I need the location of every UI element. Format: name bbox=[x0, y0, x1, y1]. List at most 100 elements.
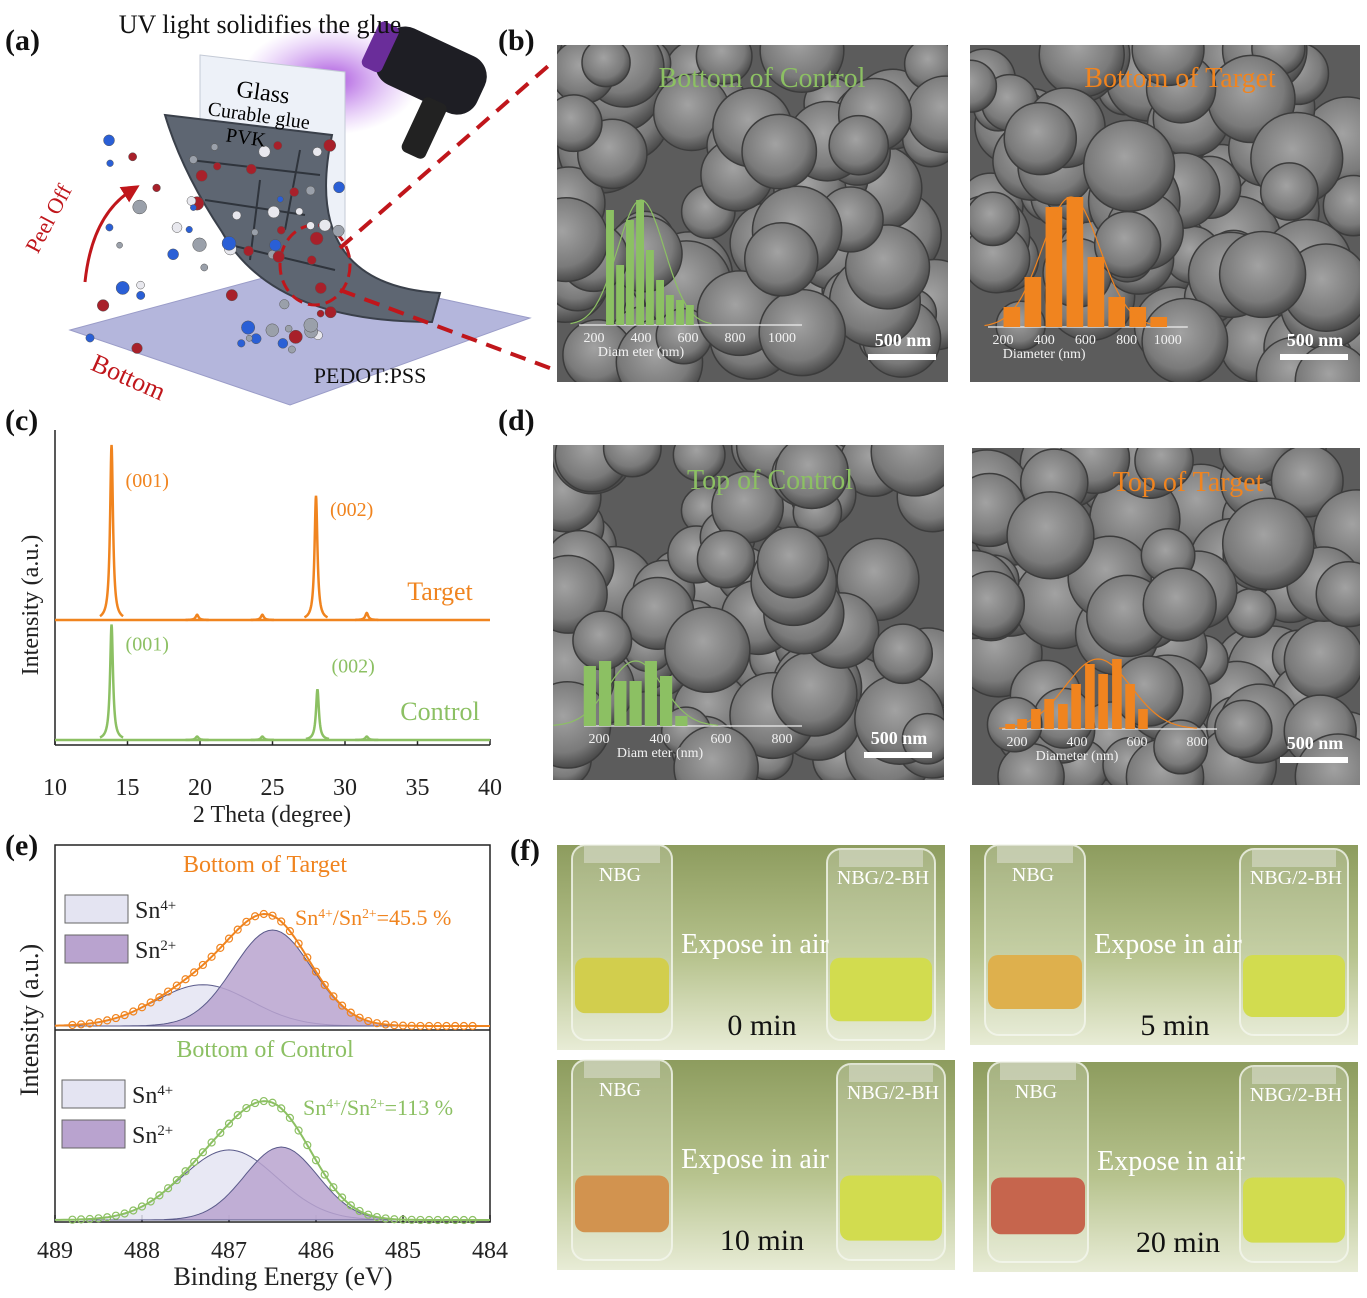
vial-label: NBG bbox=[1012, 864, 1054, 886]
molecule-atom bbox=[305, 185, 316, 196]
panel-label: (c) bbox=[5, 404, 38, 437]
hist-bar bbox=[675, 716, 688, 726]
hist-axis-label: Diameter (nm) bbox=[1003, 347, 1086, 362]
molecule-atom bbox=[106, 159, 114, 167]
vial-label: NBG/2-BH bbox=[1250, 1084, 1342, 1106]
data-point bbox=[120, 1011, 129, 1020]
scale-bar-label: 500 nm bbox=[871, 728, 928, 748]
data-point bbox=[137, 1202, 147, 1211]
hist-bar bbox=[644, 661, 657, 726]
grain bbox=[1003, 101, 1078, 176]
molecule-atom bbox=[250, 333, 262, 345]
data-point bbox=[433, 1215, 442, 1225]
molecule-atom bbox=[115, 281, 130, 295]
hist-bar bbox=[636, 200, 645, 325]
xrd-peak bbox=[185, 613, 209, 622]
data-point bbox=[233, 1111, 242, 1120]
grain bbox=[1283, 619, 1360, 701]
grain bbox=[1134, 448, 1194, 491]
legend-label-part: 2+ bbox=[160, 938, 176, 954]
molecule-atom bbox=[309, 231, 324, 246]
data-point bbox=[146, 998, 155, 1007]
hist-bar bbox=[1003, 307, 1021, 327]
data-point bbox=[268, 911, 277, 920]
data-point bbox=[76, 1215, 86, 1224]
molecule-atom bbox=[273, 141, 283, 151]
data-point bbox=[190, 968, 199, 977]
ratio-label-part: 4+ bbox=[326, 1096, 341, 1111]
ratio-label-part: 2+ bbox=[362, 906, 377, 921]
molecule-atom bbox=[251, 228, 259, 236]
hist-tick-label: 600 bbox=[1075, 333, 1096, 348]
legend-label: Sn4+ bbox=[132, 1083, 173, 1109]
molecule-atom bbox=[265, 323, 279, 337]
molecule-atom bbox=[307, 255, 317, 265]
grain bbox=[1131, 45, 1205, 87]
region-label: PEDOT:PSS bbox=[314, 363, 427, 388]
vial-label: NBG/2-BH bbox=[1250, 867, 1342, 889]
molecule-atom bbox=[303, 317, 319, 333]
data-point bbox=[338, 1193, 347, 1202]
panel-label: (f) bbox=[510, 834, 540, 867]
hist-tick-label: 1000 bbox=[768, 331, 796, 346]
molecule-atom bbox=[128, 152, 137, 162]
hist-bar bbox=[1108, 297, 1126, 327]
hist-bar bbox=[1044, 699, 1054, 729]
y-axis-label: Intensity (a.u.) bbox=[15, 944, 44, 1096]
photo bbox=[970, 844, 1358, 1045]
grain bbox=[572, 610, 633, 671]
data-point bbox=[164, 1184, 173, 1193]
hist-tick-label: 400 bbox=[631, 331, 652, 346]
grain bbox=[970, 59, 998, 113]
molecule-atom bbox=[171, 222, 183, 233]
data-point bbox=[103, 1213, 112, 1222]
x-tick-label: 488 bbox=[124, 1238, 160, 1264]
data-point bbox=[364, 1210, 373, 1219]
vial-liquid bbox=[840, 1175, 942, 1241]
vial-liquid bbox=[575, 1175, 669, 1233]
legend-swatch bbox=[64, 894, 129, 924]
vial-liquid bbox=[575, 957, 669, 1014]
molecule-atom bbox=[318, 219, 331, 232]
vial-liquid bbox=[1243, 955, 1345, 1017]
molecule-atom bbox=[279, 299, 290, 310]
data-point bbox=[451, 1215, 460, 1225]
molecule-atom bbox=[243, 245, 254, 257]
hist-tick-label: 600 bbox=[711, 732, 732, 747]
data-point bbox=[242, 917, 251, 926]
data-point bbox=[242, 1103, 251, 1113]
molecule-atom bbox=[245, 334, 253, 342]
data-point bbox=[294, 939, 303, 948]
hist-bar bbox=[1098, 674, 1108, 729]
hist-bar bbox=[1129, 307, 1147, 327]
hist-bar bbox=[645, 250, 654, 325]
scale-bar bbox=[1280, 354, 1348, 360]
vial-liquid bbox=[830, 957, 932, 1022]
sem-image bbox=[972, 448, 1360, 785]
panel-label: (a) bbox=[5, 24, 40, 57]
hist-bar bbox=[1112, 659, 1122, 729]
ratio-label-part: 4+ bbox=[318, 906, 333, 921]
xrd-peak bbox=[99, 624, 124, 739]
legend-label-part: 2+ bbox=[157, 1123, 173, 1139]
data-point bbox=[251, 912, 260, 921]
grain bbox=[774, 445, 849, 510]
hist-bar bbox=[1087, 257, 1105, 327]
grain bbox=[828, 114, 890, 176]
data-point bbox=[303, 1140, 312, 1150]
hist-tick-label: 200 bbox=[584, 331, 605, 346]
molecule-atom bbox=[136, 280, 145, 290]
data-point bbox=[320, 1170, 329, 1179]
molecule-atom bbox=[269, 239, 282, 252]
photo bbox=[557, 1059, 955, 1270]
hist-tick-label: 200 bbox=[589, 732, 610, 747]
zoom-ellipse bbox=[278, 223, 352, 307]
molecule-atom bbox=[232, 210, 242, 220]
data-point bbox=[233, 925, 242, 934]
vial-neck bbox=[1252, 849, 1336, 867]
fit-curve bbox=[570, 199, 712, 325]
hist-bar bbox=[1058, 704, 1068, 729]
photo-time: 5 min bbox=[1140, 1009, 1209, 1042]
data-point bbox=[207, 952, 216, 961]
hist-tick-label: 400 bbox=[1067, 735, 1088, 750]
